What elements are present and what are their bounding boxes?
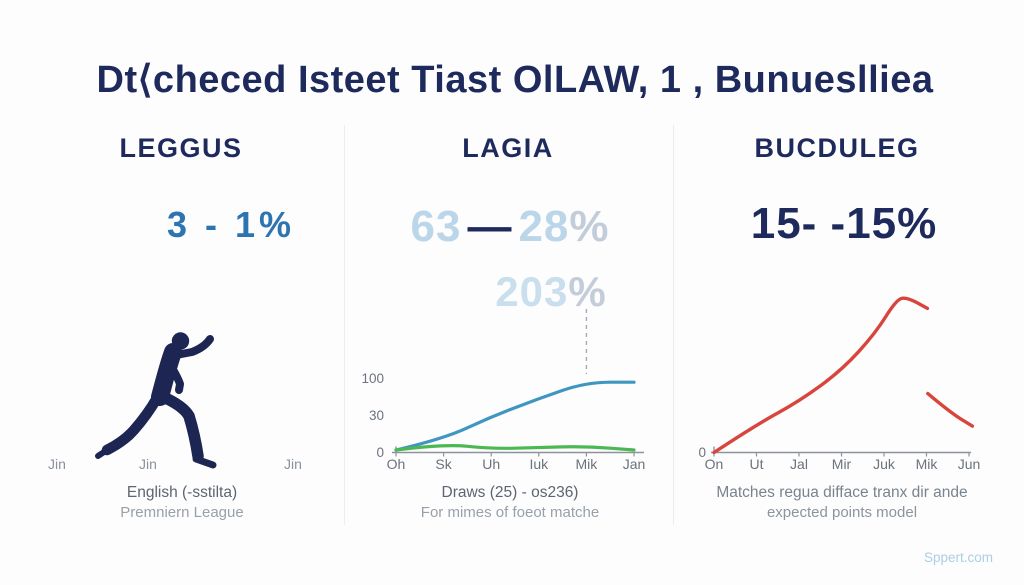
series-green-monthly xyxy=(394,444,636,452)
stat-score-left: 3 - 1% xyxy=(166,204,296,245)
caption-middle-line1: Draws (25) - os236) xyxy=(441,484,579,501)
stat-value-left: 63 xyxy=(410,202,462,251)
column-divider-right xyxy=(673,125,674,525)
stat-secondary-number: 203 xyxy=(495,268,569,315)
stat-secondary-middle: 203% xyxy=(495,268,606,316)
runner-axis-label-1: Jin xyxy=(48,456,66,472)
column-header-bucduleg: BUCDULEG xyxy=(754,133,920,163)
column-header-lagia: LAGIA xyxy=(462,133,554,163)
caption-right-line2: expected points model xyxy=(766,504,918,521)
caption-left-line1: English (-sstilta) xyxy=(126,484,238,501)
x-tick-label: Oh xyxy=(387,456,406,472)
x-tick-label: Sk xyxy=(435,456,452,472)
y-tick-label: 30 xyxy=(369,408,384,423)
series-red-tail xyxy=(926,391,975,428)
draws-chart: Oh Sk Uh Iuk Mik Jan 0 30 100 xyxy=(361,309,646,472)
y-tick-label: 0 xyxy=(376,445,384,460)
column-divider-left xyxy=(344,125,345,525)
x-tick-label: Mir xyxy=(832,456,852,472)
x-tick-label: Jun xyxy=(958,456,981,472)
y-tick-label: 100 xyxy=(361,371,384,386)
caption-right-line1: Matches regua difface tranx dir ande xyxy=(716,484,968,501)
runner-icon xyxy=(95,332,217,469)
x-tick-label: Mik xyxy=(916,456,939,472)
y-tick-label: 0 xyxy=(698,445,706,460)
x-tick-label: Juk xyxy=(873,456,896,472)
series-blue-cumulative xyxy=(394,380,636,452)
caption-middle-line2: For mimes of foeot matche xyxy=(420,504,600,521)
stat-dash: — xyxy=(467,202,513,251)
series-red-main xyxy=(712,296,930,455)
page-title: Dt⟨checed Isteet Tiast OlLAW, 1 , Bunues… xyxy=(96,59,934,101)
caption-left-line2: Premniern League xyxy=(120,504,244,521)
runner-axis-label-2: Jin xyxy=(139,456,157,472)
x-tick-label: Uh xyxy=(482,456,500,472)
expected-points-chart: On Ut Jal Mir Juk Mik Jun 0 xyxy=(698,296,981,472)
x-tick-label: Mik xyxy=(576,456,599,472)
stat-value-right: 28 xyxy=(518,202,570,251)
stat-percentages-middle: 63—28% xyxy=(410,202,609,252)
stat-percent-sign: % xyxy=(569,202,610,251)
x-tick-label: On xyxy=(705,456,724,472)
x-tick-label: Jan xyxy=(623,456,646,472)
column-header-leggus: LEGGUS xyxy=(119,133,243,163)
x-tick-label: Iuk xyxy=(529,456,549,472)
stat-secondary-percent-sign: % xyxy=(568,268,607,315)
x-tick-label: Ut xyxy=(750,456,764,472)
watermark: Sppert.com xyxy=(923,550,993,565)
x-tick-label: Jal xyxy=(790,456,808,472)
runner-axis-label-3: Jin xyxy=(284,456,302,472)
stat-score-right: 15- -15% xyxy=(750,199,938,248)
